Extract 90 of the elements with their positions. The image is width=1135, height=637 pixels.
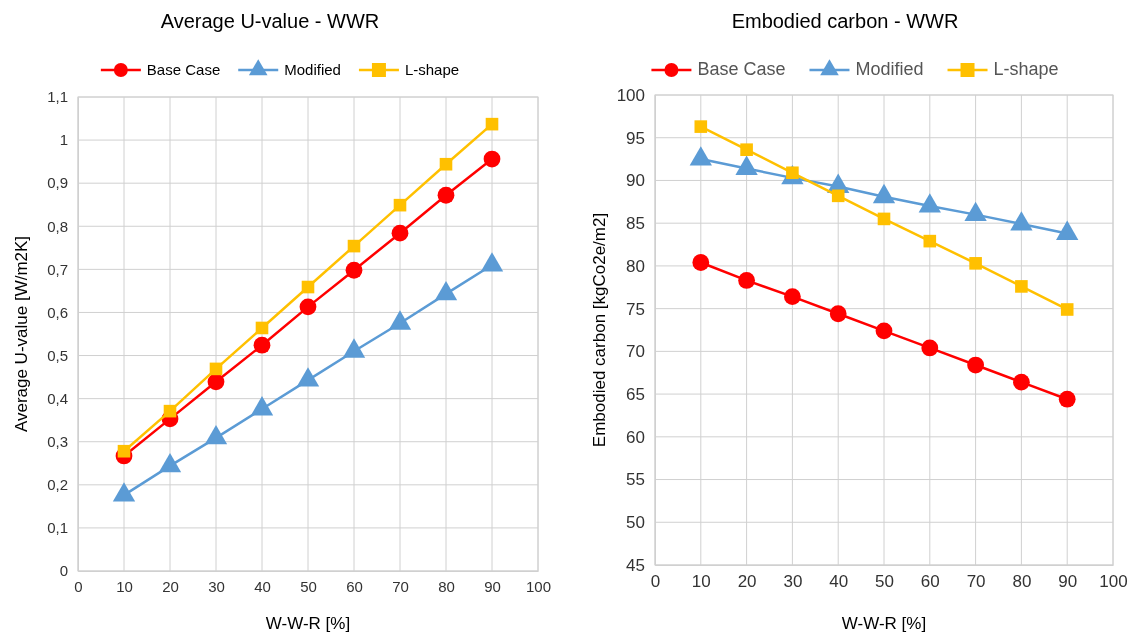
point — [923, 234, 937, 248]
x-tick-label: 50 — [875, 572, 894, 592]
x-tick-label: 50 — [300, 577, 317, 595]
point — [301, 280, 315, 294]
point — [829, 305, 847, 323]
point — [209, 362, 223, 376]
y-tick-label: 0,4 — [47, 389, 68, 407]
x-tick-label: 70 — [392, 577, 409, 595]
x-tick-label: 30 — [783, 572, 803, 592]
x-tick-label: 70 — [966, 572, 986, 592]
y-tick-label: 0,6 — [47, 303, 68, 321]
point — [967, 356, 984, 374]
point — [875, 322, 893, 340]
y-tick-label: 55 — [626, 470, 645, 490]
x-tick-label: 40 — [254, 577, 271, 595]
x-tick-label: 80 — [438, 577, 455, 595]
x-tick-label: 40 — [829, 572, 849, 592]
point — [877, 212, 891, 226]
y-tick-label: 45 — [626, 555, 645, 575]
chart-title: Average U-value - WWR — [160, 10, 380, 32]
point — [299, 298, 317, 316]
x-tick-label: 80 — [1012, 572, 1032, 592]
x-tick-label: 0 — [74, 577, 83, 595]
y-axis-title: Embodied carbon [kgCo2e/m2] — [590, 212, 609, 448]
y-tick-label: 60 — [626, 427, 645, 447]
legend-label: Base Case — [697, 59, 786, 79]
point — [483, 150, 501, 168]
legend-label: L-shape — [404, 61, 460, 78]
x-tick-label: 100 — [1099, 572, 1128, 592]
point — [738, 272, 755, 289]
y-tick-label: 70 — [626, 342, 645, 362]
point — [391, 224, 409, 242]
y-tick-label: 0,1 — [47, 519, 68, 537]
x-tick-label: 60 — [346, 577, 363, 595]
y-tick-label: 75 — [626, 299, 645, 319]
x-tick-label: 10 — [116, 577, 133, 595]
x-tick-label: 100 — [525, 577, 552, 595]
point — [345, 261, 363, 279]
y-tick-label: 90 — [626, 171, 645, 191]
point — [692, 254, 710, 271]
point — [831, 189, 845, 203]
x-axis-title: W-W-R [%] — [841, 614, 927, 633]
point — [921, 339, 939, 357]
point — [439, 157, 453, 171]
y-tick-label: 0,2 — [47, 476, 68, 494]
point — [117, 444, 131, 458]
x-axis-title: W-W-R [%] — [265, 614, 351, 633]
point — [485, 117, 499, 131]
point — [207, 373, 225, 391]
y-tick-label: 95 — [626, 128, 645, 148]
point — [347, 239, 361, 253]
point — [253, 336, 271, 354]
legend-label: Modified — [284, 61, 341, 78]
y-tick-label: 50 — [626, 513, 645, 533]
y-tick-label: 85 — [626, 214, 645, 234]
y-tick-label: 1 — [59, 131, 68, 149]
x-tick-label: 20 — [737, 572, 757, 592]
point — [1058, 390, 1076, 408]
chart-title: Embodied carbon - WWR — [731, 10, 959, 32]
y-tick-label: 100 — [616, 85, 645, 105]
y-tick-label: 0,5 — [47, 346, 68, 364]
x-tick-label: 60 — [920, 572, 940, 592]
y-tick-label: 1,1 — [47, 88, 68, 106]
x-tick-label: 10 — [691, 572, 711, 592]
y-axis-title: Average U-value [W/m2K] — [12, 235, 31, 433]
point — [784, 288, 801, 306]
x-tick-label: 30 — [208, 577, 225, 595]
point — [437, 186, 455, 204]
point — [1060, 303, 1074, 316]
legend-label: Base Case — [146, 61, 221, 78]
y-tick-label: 0,3 — [47, 433, 68, 451]
point — [163, 404, 177, 418]
y-tick-label: 0,9 — [47, 174, 68, 192]
y-tick-label: 0,7 — [47, 260, 68, 278]
point — [1013, 373, 1030, 391]
point — [969, 257, 982, 270]
x-tick-label: 90 — [484, 577, 501, 595]
point — [393, 198, 407, 212]
y-tick-label: 65 — [626, 385, 645, 405]
y-tick-label: 80 — [626, 256, 645, 276]
legend-label: L-shape — [993, 59, 1059, 79]
x-tick-label: 90 — [1058, 572, 1078, 592]
x-tick-label: 0 — [650, 572, 661, 592]
y-tick-label: 0,8 — [47, 217, 68, 235]
point — [694, 120, 708, 133]
x-tick-label: 20 — [162, 577, 179, 595]
legend-label: Modified — [855, 59, 924, 79]
point — [740, 143, 753, 156]
point — [1015, 280, 1028, 293]
point — [255, 321, 269, 335]
